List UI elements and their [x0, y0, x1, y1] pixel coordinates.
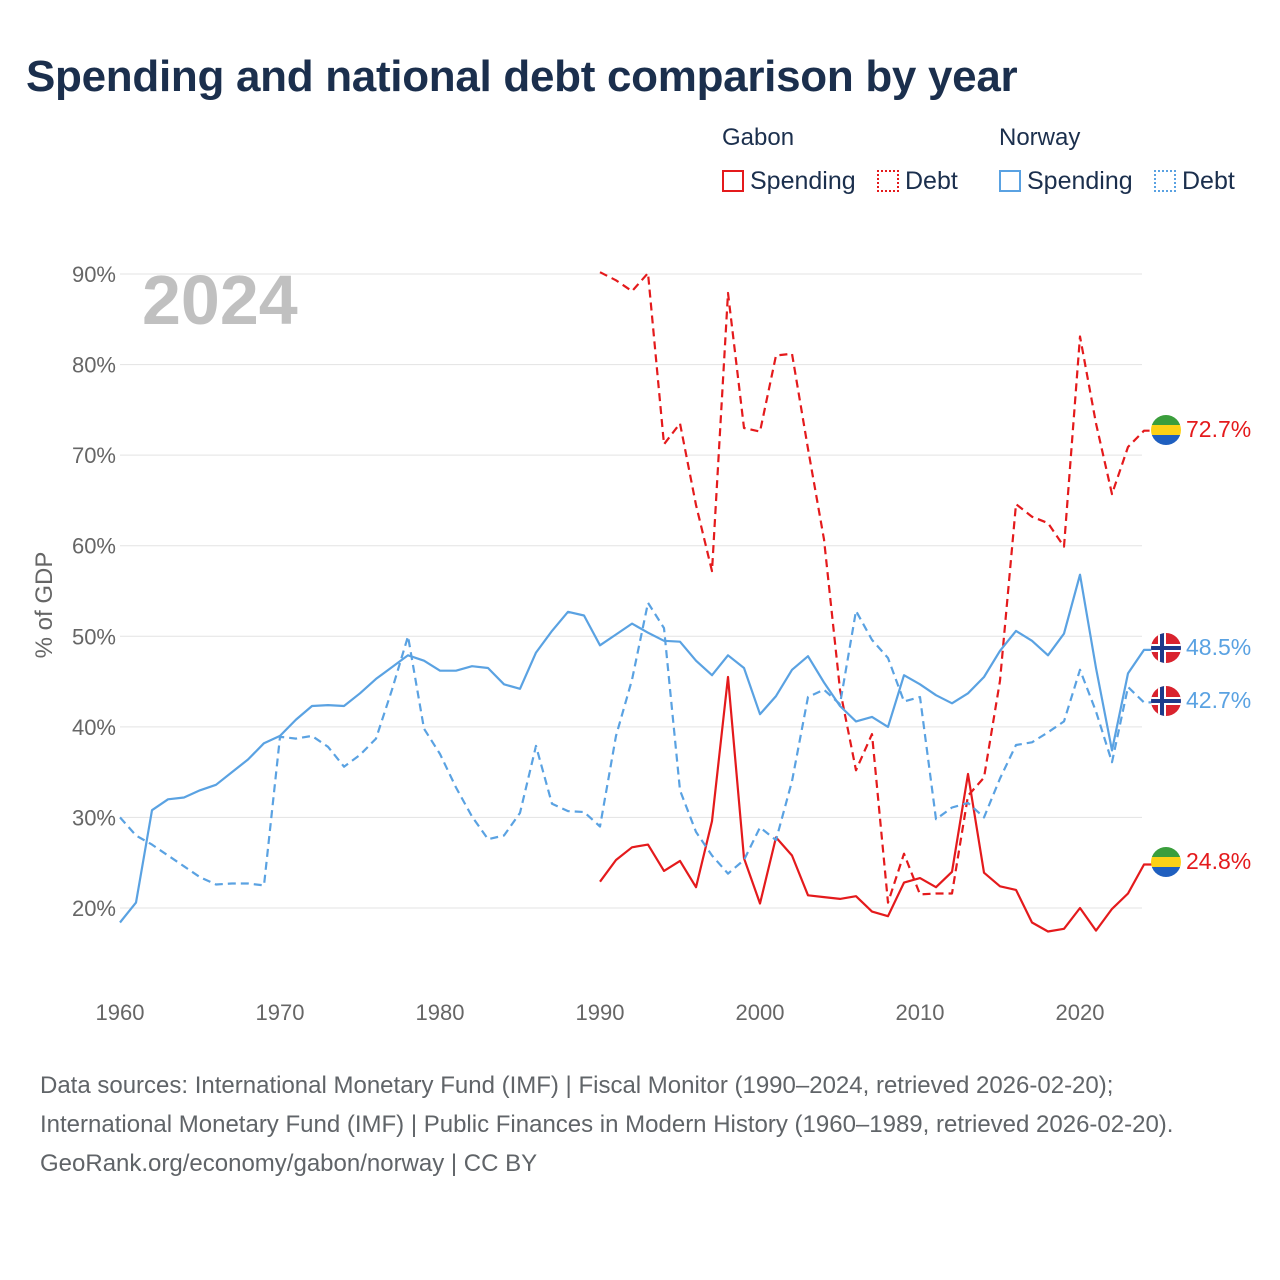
end-label-gabon-spending: 24.8%	[1186, 848, 1251, 874]
x-tick-label: 1990	[576, 1000, 625, 1025]
legend-label: Debt	[1182, 166, 1235, 195]
series-line-gabon-debt[interactable]	[599, 271, 1154, 904]
legend-group-norway: Norway	[999, 124, 1081, 151]
y-tick-label: 60%	[72, 534, 116, 559]
legend-label: Spending	[1027, 166, 1133, 195]
legend-swatch-solid-red	[722, 170, 744, 192]
line-chart: 20% 30% 40% 50% 60% 70% 80% 90% 1960 1970 1980 199…	[31, 261, 1251, 1025]
y-tick-label: 50%	[72, 624, 116, 649]
y-tick-label: 40%	[72, 715, 116, 740]
legend-gabon-spending[interactable]: Spending	[722, 165, 856, 197]
end-label-gabon-debt: 72.7%	[1186, 416, 1251, 442]
legend-norway-debt[interactable]: Debt	[1154, 165, 1235, 197]
x-tick-label: 2020	[1056, 1000, 1105, 1025]
y-tick-label: 70%	[72, 443, 116, 468]
end-label-norway-debt: 42.7%	[1186, 687, 1251, 713]
legend-label: Debt	[905, 166, 958, 195]
legend-group-gabon: Gabon	[722, 124, 795, 151]
series-line-norway-spending[interactable]	[119, 573, 1154, 924]
x-tick-label: 1970	[256, 1000, 305, 1025]
x-tick-label: 2000	[736, 1000, 785, 1025]
legend-gabon-debt[interactable]: Debt	[877, 165, 958, 197]
series-line-norway-debt[interactable]	[119, 601, 1154, 887]
legend-swatch-solid-blue	[999, 170, 1021, 192]
gabon-flag-icon	[1151, 847, 1181, 877]
legend-swatch-dotted-red	[877, 170, 899, 192]
x-tick-label: 1980	[416, 1000, 465, 1025]
chart-title: Spending and national debt comparison by…	[26, 52, 1018, 101]
end-label-norway-spending: 48.5%	[1186, 634, 1251, 660]
data-sources: Data sources: International Monetary Fun…	[40, 1072, 1174, 1138]
gabon-flag-icon	[1151, 415, 1181, 445]
series-line-gabon-spending[interactable]	[599, 675, 1154, 933]
x-tick-label: 2010	[896, 1000, 945, 1025]
norway-flag-icon	[1151, 633, 1181, 663]
legend-label: Spending	[750, 166, 856, 195]
footer: Data sources: International Monetary Fun…	[40, 1066, 1240, 1183]
x-tick-label: 1960	[96, 1000, 145, 1025]
year-watermark: 2024	[142, 261, 298, 339]
legend-norway-spending[interactable]: Spending	[999, 165, 1133, 197]
y-tick-label: 30%	[72, 805, 116, 830]
y-tick-label: 20%	[72, 896, 116, 921]
norway-flag-icon	[1151, 686, 1181, 716]
y-axis-label: % of GDP	[31, 552, 58, 659]
credit-link[interactable]: GeoRank.org/economy/gabon/norway | CC BY	[40, 1150, 538, 1177]
y-tick-label: 80%	[72, 353, 116, 378]
y-tick-label: 90%	[72, 262, 116, 287]
legend-swatch-dotted-blue	[1154, 170, 1176, 192]
